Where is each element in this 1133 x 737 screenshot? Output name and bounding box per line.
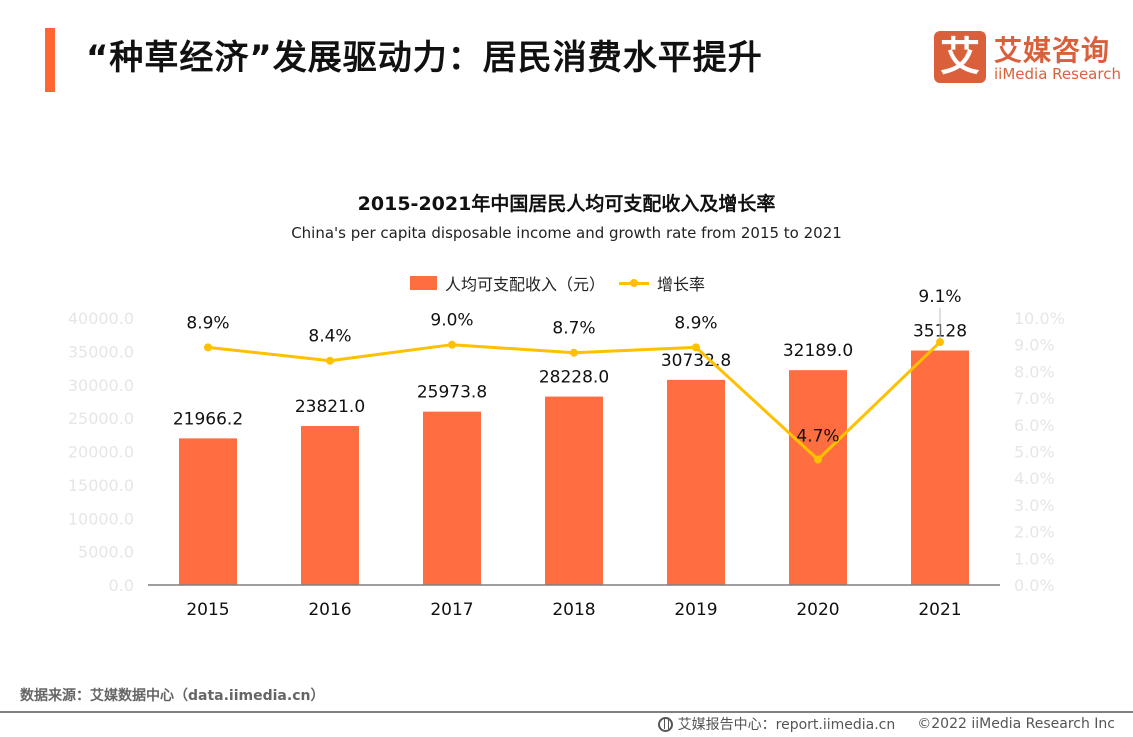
right-axis-tick-label: 4.0% xyxy=(1014,469,1055,488)
left-axis-tick-label: 15000.0 xyxy=(68,476,134,495)
title-accent-bar xyxy=(45,28,55,92)
income-data-label: 32189.0 xyxy=(783,341,853,361)
right-axis-tick-label: 3.0% xyxy=(1014,496,1055,515)
right-axis-tick-label: 5.0% xyxy=(1014,443,1055,462)
iimedia-logo: 艾 艾媒咨询 iiMedia Research xyxy=(934,31,1121,87)
income-data-label: 28228.0 xyxy=(539,368,609,388)
left-axis-tick-label: 30000.0 xyxy=(68,376,134,395)
income-bar xyxy=(423,411,481,585)
growth-data-label: 9.0% xyxy=(430,311,473,331)
report-center-link[interactable]: 艾媒报告中心：report.iimedia.cn xyxy=(677,717,896,733)
x-axis-tick-label: 2015 xyxy=(186,600,229,620)
growth-rate-point xyxy=(692,343,700,352)
growth-data-label: 8.9% xyxy=(674,313,717,333)
legend-bar-swatch xyxy=(410,276,437,290)
right-axis-tick-label: 7.0% xyxy=(1014,389,1055,408)
income-bar xyxy=(301,425,359,585)
left-axis-tick-label: 35000.0 xyxy=(68,342,134,361)
page-title: “种草经济”发展驱动力：居民消费水平提升 xyxy=(86,38,763,78)
left-axis-tick-label: 25000.0 xyxy=(68,409,134,428)
growth-data-label: 8.7% xyxy=(552,319,595,339)
income-bar xyxy=(789,370,847,585)
income-data-label: 25973.8 xyxy=(417,383,487,403)
x-axis-tick-label: 2020 xyxy=(796,600,839,620)
growth-data-label: 8.9% xyxy=(186,313,229,333)
logo-english-name: iiMedia Research xyxy=(994,65,1121,83)
globe-icon xyxy=(657,716,673,732)
left-axis-tick-label: 10000.0 xyxy=(68,509,134,528)
left-axis-tick-label: 5000.0 xyxy=(78,543,134,562)
chart-legend: 人均可支配收入（元） 增长率 xyxy=(410,272,705,294)
income-bar xyxy=(545,396,603,585)
growth-rate-point xyxy=(814,455,822,464)
growth-rate-point xyxy=(448,340,456,349)
logo-mark-icon: 艾 xyxy=(934,31,986,83)
left-axis-tick-label: 20000.0 xyxy=(68,443,134,462)
growth-data-label: 9.1% xyxy=(918,287,961,307)
copyright: ©2022 iiMedia Research Inc xyxy=(917,716,1115,732)
income-data-label: 23821.0 xyxy=(295,397,365,417)
x-axis-tick-label: 2017 xyxy=(430,600,473,620)
left-axis-tick-label: 0.0 xyxy=(109,576,134,595)
income-data-label: 21966.2 xyxy=(173,409,243,429)
income-bar xyxy=(667,379,725,585)
legend-line-swatch xyxy=(619,278,650,287)
right-axis-tick-label: 8.0% xyxy=(1014,362,1055,381)
growth-rate-point xyxy=(204,343,212,352)
x-axis-tick-label: 2018 xyxy=(552,600,595,620)
right-axis-tick-label: 2.0% xyxy=(1014,523,1055,542)
legend-label-growth: 增长率 xyxy=(657,275,706,294)
right-axis-tick-label: 10.0% xyxy=(1014,309,1065,328)
growth-data-label: 4.7% xyxy=(796,427,839,447)
right-axis-tick-label: 9.0% xyxy=(1014,336,1055,355)
right-axis-tick-label: 6.0% xyxy=(1014,416,1055,435)
right-axis-tick-label: 0.0% xyxy=(1014,576,1055,595)
x-axis-tick-label: 2019 xyxy=(674,600,717,620)
footer-info: 艾媒报告中心：report.iimedia.cn ©2022 iiMedia R… xyxy=(657,714,1115,734)
legend-label-income: 人均可支配收入（元） xyxy=(445,275,606,294)
growth-data-label: 8.4% xyxy=(308,327,351,347)
footer-divider xyxy=(0,711,1133,713)
logo-chinese-name: 艾媒咨询 xyxy=(994,34,1111,67)
left-axis-tick-label: 40000.0 xyxy=(68,309,134,328)
x-axis-tick-label: 2021 xyxy=(918,600,961,620)
growth-rate-point xyxy=(326,356,334,365)
chart-subtitle: China's per capita disposable income and… xyxy=(291,224,842,242)
growth-rate-point xyxy=(570,348,578,357)
income-data-label: 30732.8 xyxy=(661,351,731,371)
x-axis-tick-label: 2016 xyxy=(308,600,351,620)
chart-title: 2015-2021年中国居民人均可支配收入及增长率 xyxy=(357,193,776,215)
right-axis-tick-label: 1.0% xyxy=(1014,549,1055,568)
income-bar xyxy=(911,350,969,585)
data-source: 数据来源：艾媒数据中心（data.iimedia.cn） xyxy=(20,688,325,704)
income-bar xyxy=(179,438,237,585)
growth-rate-point xyxy=(936,338,944,347)
